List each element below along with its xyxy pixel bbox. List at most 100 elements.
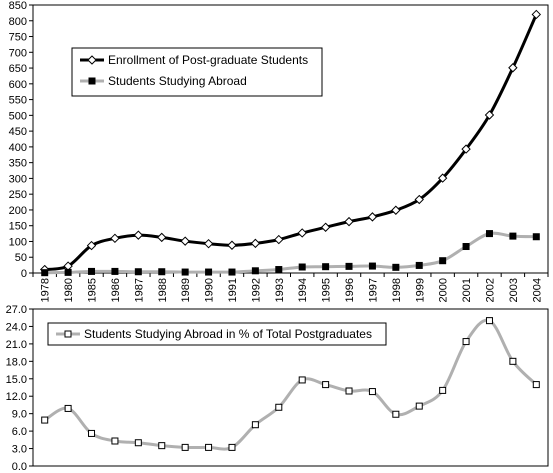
y-tick-label-1-9: 27.0 [6,304,27,316]
series-1-0-point-20 [509,357,517,365]
series-0-0-point-12 [320,222,331,232]
series-1-0-point-2 [88,429,96,437]
legend-label-1-0: Students Studying Abroad in % of Total P… [84,327,372,341]
series-1-0-point-11 [298,376,306,384]
series-1-0-point-21 [532,381,540,389]
series-0-1-point-1 [64,268,72,276]
legend-0 [71,47,323,97]
series-0-0-point-6 [180,236,190,246]
y-tick-label-0-4: 200 [9,205,27,217]
series-0-0-point-17 [437,173,448,183]
series-1-0-point-9 [251,421,259,429]
series-0-0-point-7 [203,238,214,249]
y-tick-label-0-1: 50 [15,252,27,264]
series-0-0-point-10 [274,234,284,245]
plot-area-1 [32,308,549,467]
series-1-0-point-legend [64,330,72,338]
series-0-1-point-3 [111,267,119,275]
y-tick-label-0-13: 650 [9,63,27,75]
series-1-0-point-0 [41,416,49,424]
y-tick-label-1-7: 21.0 [6,339,27,351]
series-0-1-point-legend [88,77,96,85]
percentage-chart: 0.0 3.0 6.0 9.0 12.0 15.0 18.0 21.0 24.0 27.0 Stud… [6,304,549,473]
series-0-1-point-2 [88,267,96,275]
series-0-0-point-4 [133,230,144,240]
series-0-1-point-10 [275,266,283,274]
y-tick-label-0-2: 100 [9,236,27,248]
series-1-0-point-14 [368,388,376,396]
y-tick-label-0-8: 400 [9,142,27,154]
series-0-0-point-20 [508,63,518,73]
series-1-0-point-10 [275,403,283,411]
x-tick-label-0-15: 1998 [391,278,403,302]
legend-label-0-1: Students Studying Abroad [108,74,247,88]
series-0-1-point-16 [415,261,423,269]
series-0-1-point-0 [41,269,49,277]
x-tick-label-0-6: 1989 [180,278,192,302]
y-tick-label-0-3: 150 [9,221,27,233]
series-1-0-point-3 [111,437,119,445]
x-tick-label-0-21: 2004 [531,278,543,302]
series-0-0-point-19 [484,110,495,120]
y-tick-label-0-10: 500 [9,110,27,122]
x-tick-label-0-2: 1985 [87,278,99,302]
y-tick-label-0-17: 850 [9,0,27,12]
series-0-0-point-13 [344,216,354,227]
series-0-1-point-15 [392,263,400,271]
series-0-1-point-11 [298,263,306,271]
series-1-0-point-17 [439,386,447,394]
x-tick-label-0-3: 1986 [110,278,122,302]
enrollment-chart: 0 50 100 150 200 250 300 350 400 450 500 550 600 650 7… [9,0,549,302]
series-0-1-point-5 [158,268,166,276]
y-tick-label-1-8: 24.0 [6,321,27,333]
series-1-0-point-8 [228,443,236,451]
series-1-0-point-12 [322,381,330,389]
y-tick-label-0-9: 450 [9,126,27,138]
series-0-1-point-17 [439,257,447,265]
series-0-1-point-8 [228,268,236,276]
x-tick-label-0-13: 1996 [344,278,356,302]
series-0-1-point-18 [462,243,470,251]
series-0-0-point-16 [414,194,424,205]
y-tick-label-1-4: 12.0 [6,391,27,403]
series-0-0-point-5 [157,232,167,243]
series-1-0-point-13 [345,387,353,395]
series-line-0-1 [43,231,538,275]
series-1-0-point-6 [181,443,189,451]
x-tick-label-0-8: 1991 [227,278,239,302]
series-0-0-point-11 [297,228,307,238]
series-1-0-point-19 [485,317,493,325]
x-tick-label-0-18: 2001 [461,278,473,302]
series-line-1-0 [43,318,538,451]
x-tick-label-0-19: 2002 [484,278,496,302]
x-tick-label-0-11: 1994 [297,278,309,302]
series-0-0-point-14 [367,212,378,222]
x-tick-label-0-4: 1987 [133,278,145,302]
series-0-1-point-21 [532,233,540,241]
y-tick-label-0-0: 0 [21,268,27,280]
series-1-0-point-16 [415,402,423,410]
series-0-0-point-9 [250,238,261,249]
series-1-0-point-5 [158,442,166,450]
x-tick-label-0-1: 1980 [63,278,75,302]
series-0-1-point-13 [345,262,353,270]
plot-area-0 [32,4,549,274]
series-1-0-point-18 [462,338,470,346]
series-0-0-point-8 [227,240,237,250]
x-tick-label-0-17: 2000 [438,278,450,302]
legend-1 [47,322,387,346]
series-0-1-point-4 [134,268,142,276]
series-0-0-point-21 [531,9,542,20]
y-tick-label-0-5: 250 [9,189,27,201]
series-1-0-point-1 [64,404,72,412]
y-tick-label-1-6: 18.0 [6,356,27,368]
x-tick-label-0-9: 1992 [250,278,262,302]
series-1-0-point-7 [205,443,213,451]
series-0-0-point-3 [110,233,120,244]
y-tick-label-1-2: 6.0 [12,426,27,438]
series-0-1-point-7 [205,268,213,276]
y-tick-label-1-1: 3.0 [12,444,27,456]
x-tick-label-0-0: 1978 [40,278,52,302]
series-0-0-point-legend [87,55,97,65]
